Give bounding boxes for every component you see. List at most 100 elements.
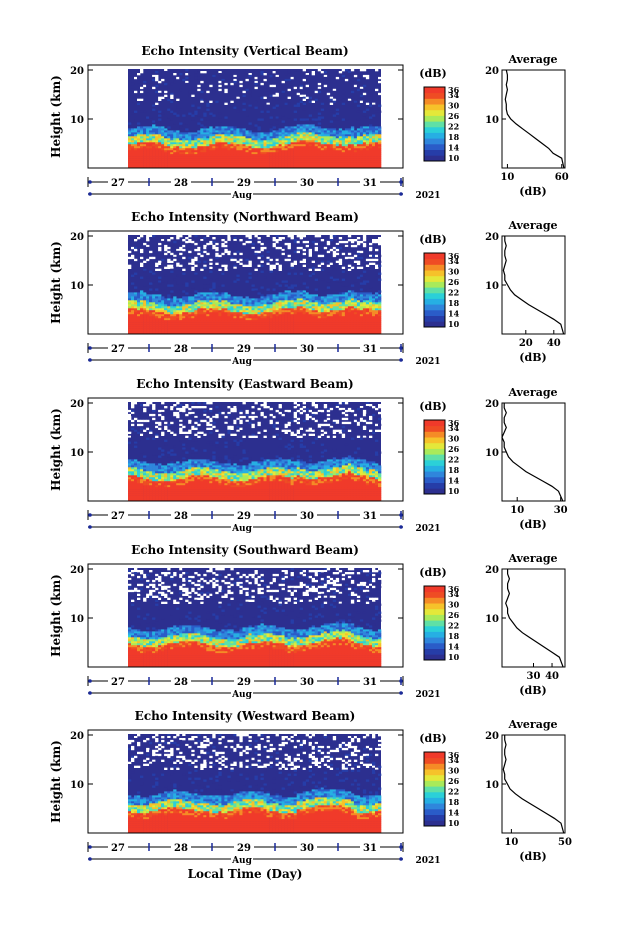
heatmap-cell [203, 266, 207, 269]
heatmap-cell [293, 162, 297, 165]
heatmap-cell [242, 310, 246, 313]
heatmap-cell [131, 324, 135, 327]
heatmap-cell [356, 250, 361, 254]
heatmap-cell [224, 156, 228, 159]
heatmap-cell [332, 118, 337, 121]
heatmap-cell [146, 310, 150, 313]
heatmap-cell [194, 308, 198, 311]
heatmap-cell [161, 134, 165, 137]
heatmap-cell [134, 461, 138, 464]
heatmap-cell [365, 138, 370, 141]
heatmap-cell [332, 324, 337, 327]
heatmap-cell [296, 88, 300, 92]
heatmap-cell [293, 134, 297, 137]
heatmap-cell [254, 82, 258, 86]
heatmap-cell [158, 423, 162, 427]
heatmap-cell [170, 152, 174, 155]
heatmap-cell [173, 278, 177, 281]
heatmap-cell [308, 100, 312, 103]
heatmap-cell [128, 431, 132, 434]
heatmap-cell [188, 306, 192, 309]
heatmap-cell [359, 144, 364, 147]
heatmap-cell [212, 312, 216, 315]
heatmap-cell [194, 132, 198, 135]
heatmap-cell [311, 164, 315, 167]
heatmap-cell [242, 242, 246, 246]
heatmap-cell [158, 304, 162, 307]
heatmap-cell [215, 140, 219, 143]
heatmap-cell [305, 118, 309, 121]
profile-x-tick-label: 60 [555, 172, 569, 183]
heatmap-cell [131, 427, 135, 430]
heatmap-cell [323, 298, 328, 301]
heatmap-cell [146, 92, 150, 96]
heatmap-cell [293, 284, 297, 287]
heatmap-cell [356, 328, 361, 331]
heatmap-cell [375, 298, 379, 301]
heatmap-cell [152, 272, 156, 275]
heatmap-cell [137, 296, 141, 299]
heatmap-cell [212, 240, 216, 244]
heatmap-cell [299, 312, 303, 315]
heatmap-cell [308, 164, 312, 167]
heatmap-cell [137, 467, 141, 470]
heatmap-cell [188, 150, 192, 153]
heatmap-cell [149, 469, 153, 472]
heatmap-cell [221, 316, 225, 319]
heatmap-cell [372, 330, 376, 333]
heatmap-cell [158, 300, 162, 303]
heatmap-cell [375, 164, 379, 167]
heatmap-cell [215, 86, 219, 90]
heatmap-cell [372, 164, 376, 167]
heatmap-cell [317, 268, 322, 271]
heatmap-cell [263, 246, 267, 250]
heatmap-cell [152, 152, 156, 155]
heatmap-cell [369, 134, 373, 137]
heatmap-cell [332, 136, 337, 139]
heatmap-cell [152, 126, 156, 129]
heatmap-cell [233, 76, 237, 80]
heatmap-cell [260, 306, 264, 309]
heatmap-cell [272, 142, 276, 145]
heatmap-cell [146, 330, 150, 333]
heatmap-cell [284, 166, 288, 169]
heatmap-cell [191, 118, 195, 121]
heatmap-cell [378, 264, 382, 267]
heatmap-cell [227, 166, 231, 169]
heatmap-cell [257, 118, 261, 121]
heatmap-cell [173, 300, 177, 303]
heatmap-cell [191, 302, 195, 305]
heatmap-cell [170, 332, 174, 335]
heatmap-cell [293, 262, 297, 265]
heatmap-cell [269, 310, 273, 313]
heatmap-cell [299, 330, 303, 333]
heatmap-cell [278, 164, 282, 167]
colorbar-swatch [424, 149, 445, 156]
colorbar-tick-label: 34 [448, 90, 460, 100]
heatmap-cell [320, 312, 325, 315]
heatmap-cell [347, 235, 352, 238]
heatmap-cell [158, 98, 162, 101]
heatmap-cell [146, 469, 150, 472]
heatmap-cell [245, 298, 249, 301]
heatmap-cell [155, 465, 159, 468]
heatmap-cell [161, 296, 165, 299]
heatmap-cell [224, 292, 228, 295]
heatmap-cell [233, 328, 237, 331]
heatmap-cell [332, 164, 337, 167]
heatmap-cell [143, 84, 147, 88]
heatmap-cell [206, 146, 210, 149]
heatmap-cell [239, 144, 243, 147]
heatmap-cell [257, 162, 261, 165]
heatmap-cell [239, 304, 243, 307]
heatmap-cell [359, 248, 364, 252]
heatmap-cell [350, 162, 355, 165]
heatmap-cell [206, 292, 210, 295]
heatmap-cell [164, 69, 168, 72]
heatmap-cell [375, 162, 379, 165]
heatmap-cell [332, 110, 337, 113]
heatmap-cell [140, 316, 144, 319]
heatmap-cell [224, 312, 228, 315]
heatmap-cell [221, 158, 225, 161]
heatmap-cell [326, 162, 331, 165]
